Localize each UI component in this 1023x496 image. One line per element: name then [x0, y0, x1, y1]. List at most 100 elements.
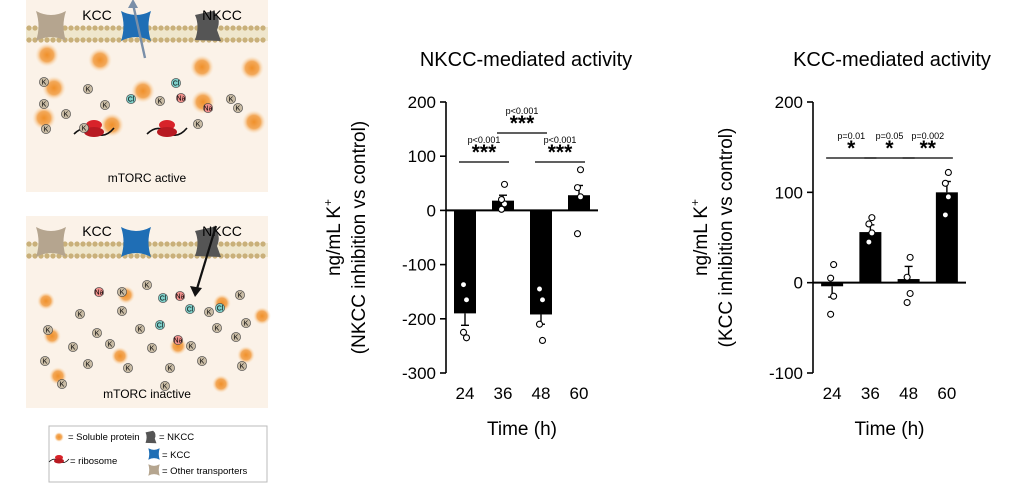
lipid-head [188, 37, 194, 43]
lipid-head [176, 241, 182, 247]
ion-circle [83, 84, 93, 94]
ribosome-large [54, 458, 64, 464]
ion-circle [204, 307, 214, 317]
data-point [538, 296, 547, 304]
ion-label: Na [176, 293, 185, 300]
lipid-head [26, 253, 32, 259]
x-tick-label: 36 [494, 384, 513, 403]
ion-K: K [212, 323, 222, 333]
data-point [903, 273, 911, 281]
lipid-head [224, 241, 230, 247]
lipid-head [68, 37, 74, 43]
ion-label: K [234, 334, 239, 341]
lipid-head [242, 37, 248, 43]
ion-circle [215, 303, 225, 313]
ion-circle [175, 291, 185, 301]
x-tick-label: 36 [861, 384, 880, 403]
significance-stars: *** [548, 141, 573, 164]
bar-48 [897, 279, 920, 283]
data-point [576, 193, 585, 201]
legend-other-icon [148, 464, 160, 476]
ion-Na: Na [173, 335, 183, 345]
y-axis-label-description: (NKCC inhibition vs control) [349, 121, 370, 354]
ion-circle [105, 339, 115, 349]
lipid-head [86, 37, 92, 43]
ion-label: K [244, 320, 249, 327]
lipid-head [98, 253, 104, 259]
data-point [459, 281, 468, 289]
ion-circle [197, 356, 207, 366]
ribosome-large [157, 127, 177, 137]
lipid-head [242, 253, 248, 259]
bar-60 [935, 192, 958, 283]
ion-circle [40, 356, 50, 366]
ion-circle [83, 359, 93, 369]
data-point [906, 253, 914, 261]
ion-label: K [44, 126, 49, 133]
ion-circle [75, 309, 85, 319]
efflux-arrow-head [128, 0, 138, 8]
ion-label: K [200, 358, 205, 365]
legend-kcc-icon [148, 448, 160, 460]
ion-label: K [126, 365, 131, 372]
lipid-head [260, 37, 266, 43]
ion-circle [160, 381, 170, 391]
ion-label: Cl [160, 295, 167, 302]
lipid-head [98, 25, 104, 31]
y-tick-label: 0 [794, 274, 803, 293]
lipid-head [188, 25, 194, 31]
lipid-head [104, 25, 110, 31]
lipid-head [248, 25, 254, 31]
mtorc-state-label: mTORC active [108, 171, 187, 185]
ion-circle [173, 335, 183, 345]
ion-label: Na [177, 95, 186, 102]
data-point [868, 229, 876, 237]
ion-Cl: Cl [158, 293, 168, 303]
lipid-head [110, 25, 116, 31]
ion-K: K [233, 103, 243, 113]
ribosome-large [84, 127, 104, 137]
lipid-head [44, 253, 50, 259]
soluble-protein [111, 347, 129, 365]
ion-K: K [75, 309, 85, 319]
lipid-head [134, 253, 140, 259]
ion-label: K [108, 341, 113, 348]
ion-K: K [79, 123, 89, 133]
lipid-head [110, 253, 116, 259]
x-tick-label: 24 [823, 384, 842, 403]
bar-60 [568, 195, 590, 211]
ion-circle [155, 320, 165, 330]
ion-Na: Na [176, 93, 186, 103]
lipid-head [224, 37, 230, 43]
ion-label: K [168, 365, 173, 372]
ion-circle [158, 293, 168, 303]
ion-circle [147, 343, 157, 353]
ion-circle [186, 341, 196, 351]
lipid-head [80, 241, 86, 247]
ion-K: K [235, 290, 245, 300]
lipid-head [104, 37, 110, 43]
data-point [538, 336, 547, 345]
data-point [830, 292, 838, 300]
legend: = Soluble protein = NKCC = ribosome = KCC = … [48, 425, 268, 483]
ion-K: K [142, 280, 152, 290]
ion-Na: Na [94, 287, 104, 297]
ion-circle [68, 342, 78, 352]
lipid-head [92, 241, 98, 247]
ion-circle [41, 124, 51, 134]
y-tick-label: 100 [408, 147, 436, 166]
ion-circle [185, 304, 195, 314]
data-point [576, 166, 585, 174]
lipid-head [80, 253, 86, 259]
ion-Cl: Cl [126, 94, 136, 104]
lipid-head [50, 37, 56, 43]
kcc-label: KCC [82, 7, 112, 23]
lipid-head [26, 241, 32, 247]
ion-K: K [204, 307, 214, 317]
data-point [865, 220, 873, 228]
lipid-head [152, 241, 158, 247]
legend-kcc: = KCC [162, 450, 190, 461]
lipid-head [86, 25, 92, 31]
lipid-head [176, 25, 182, 31]
